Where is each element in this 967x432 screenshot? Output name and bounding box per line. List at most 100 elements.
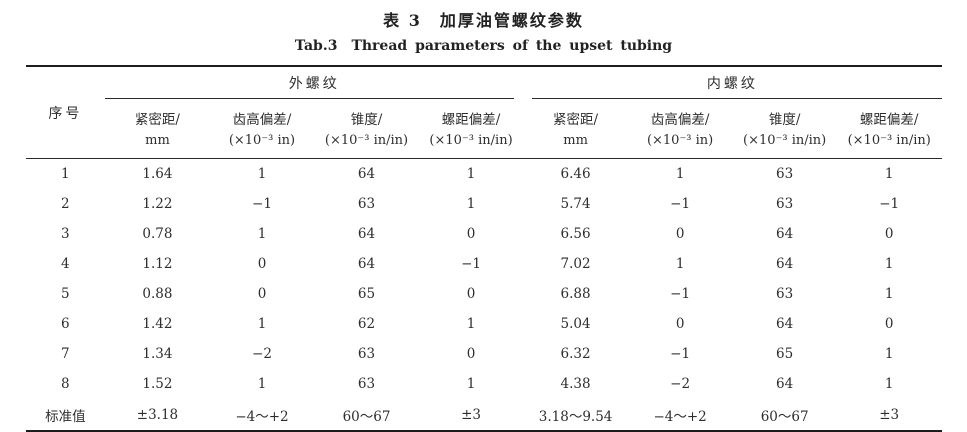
cell: 63: [776, 286, 794, 302]
group-underline-internal: [532, 98, 942, 99]
header-ext-tooth-height-dev: 齿高偏差/: [232, 112, 292, 128]
cell: 0: [675, 226, 685, 242]
unit-ext-tooth-height-dev: (×10⁻³ in): [228, 133, 296, 148]
group-underline-external: [105, 98, 515, 99]
row-label: 5: [61, 286, 70, 302]
header-int-standoff: 紧密距/: [553, 112, 599, 128]
cell: 1: [466, 166, 476, 182]
cell: −1: [670, 286, 691, 302]
header-seq: 序号: [48, 105, 83, 122]
cell: 1: [884, 286, 894, 302]
group-label-internal: 内螺纹: [706, 76, 758, 92]
cell: 63: [776, 166, 794, 182]
header-ext-pitch-dev: 螺距偏差/: [441, 112, 501, 128]
unit-int-taper: (×10⁻³ in/in): [743, 133, 827, 148]
cell: 0: [466, 286, 476, 302]
cell: 0: [884, 226, 894, 242]
header-int-taper: 锥度/: [768, 112, 801, 128]
cell: 1: [257, 316, 267, 332]
row-label: 1: [61, 166, 70, 182]
header-group-external-thread: 外螺纹: [105, 66, 523, 99]
cell: 1.34: [142, 346, 173, 362]
cell: ±3: [879, 406, 900, 423]
cell: 0: [466, 226, 476, 242]
cell: 64: [776, 226, 794, 242]
row-label: 7: [61, 346, 70, 362]
cell: 63: [357, 346, 376, 362]
cell: −1: [879, 196, 900, 212]
cell: 1.42: [142, 316, 173, 332]
cell: 1: [884, 256, 894, 272]
cell: 1: [884, 346, 894, 362]
cell: −1: [461, 256, 481, 272]
row-label: 6: [61, 316, 70, 332]
row-label: 4: [61, 256, 70, 272]
cell: 1.22: [142, 196, 173, 212]
cell: 6.46: [560, 166, 591, 182]
cell: 64: [357, 256, 376, 272]
cell: 1: [675, 256, 685, 272]
cell: 1: [257, 376, 267, 392]
unit-ext-taper: (×10⁻³ in/in): [324, 133, 409, 148]
row-label: 3: [61, 226, 70, 242]
table-row: 5 0.88 0 65 0 6.88 −1 63 1: [26, 279, 942, 309]
cell: −1: [670, 346, 691, 362]
cell: −4～+2: [653, 408, 707, 425]
cell: 64: [776, 316, 794, 332]
cell: 0: [884, 316, 894, 332]
cell: 1: [884, 376, 894, 392]
cell: 0.78: [142, 226, 173, 242]
table-row: 2 1.22 −1 63 1 5.74 −1 63 −1: [26, 189, 942, 219]
row-label: 2: [61, 196, 70, 212]
table-title-zh: 表 3 加厚油管螺纹参数: [383, 11, 584, 30]
cell: 1: [466, 316, 476, 332]
cell: 64: [776, 256, 794, 272]
table-title-en: Tab.3 Thread parameters of the upset tubi…: [0, 38, 967, 54]
row-label: 8: [61, 376, 70, 392]
table-body: 1 1.64 1 64 1 6.46 1 63 1 2 1.22 −1 63 1…: [26, 159, 942, 432]
cell: 1.52: [142, 376, 173, 392]
cell: 64: [776, 376, 794, 392]
parameters-table-wrap: 序号 外螺纹 内螺纹 紧密距/ 齿高偏差/ 锥度/ 螺距偏差/ 紧密距/ 齿高偏…: [25, 65, 942, 432]
header-int-pitch-dev: 螺距偏差/: [859, 112, 919, 128]
cell: −1: [252, 196, 272, 212]
cell: 1: [466, 376, 476, 392]
cell: 1: [466, 196, 476, 212]
cell: 63: [357, 196, 376, 212]
cell: 4.38: [560, 376, 591, 392]
cell: −1: [670, 196, 691, 212]
cell: 1: [884, 166, 894, 182]
cell: 0: [466, 346, 476, 362]
unit-ext-pitch-dev: (×10⁻³ in/in): [429, 133, 513, 148]
cell: −2: [252, 346, 272, 362]
cell: 1: [257, 166, 267, 182]
table-row: 4 1.12 0 64 −1 7.02 1 64 1: [26, 249, 942, 279]
group-label-external: 外螺纹: [288, 76, 340, 92]
cell: 63: [357, 376, 376, 392]
table-number-label: Tab.3: [294, 38, 338, 54]
cell: 0.88: [142, 286, 173, 302]
cell: 6.32: [560, 346, 591, 362]
table-row: 3 0.78 1 64 0 6.56 0 64 0: [26, 219, 942, 249]
cell: 62: [357, 316, 376, 332]
unit-int-standoff: mm: [563, 133, 588, 148]
cell: 64: [357, 226, 376, 242]
cell: 60～67: [342, 408, 391, 425]
cell: ±3.18: [136, 406, 179, 423]
header-int-tooth-height-dev: 齿高偏差/: [650, 112, 710, 128]
subheader-row-names: 紧密距/ 齿高偏差/ 锥度/ 螺距偏差/ 紧密距/ 齿高偏差/ 锥度/ 螺距偏差…: [26, 99, 942, 130]
cell: ±3: [461, 406, 481, 423]
cell: 1: [675, 166, 685, 182]
unit-int-tooth-height-dev: (×10⁻³ in): [646, 133, 714, 148]
cell: 6.56: [560, 226, 591, 242]
cell: 0: [257, 286, 267, 302]
header-group-internal-thread: 内螺纹: [523, 66, 942, 99]
table-row: 7 1.34 −2 63 0 6.32 −1 65 1: [26, 339, 942, 369]
cell: 63: [776, 196, 794, 212]
cell: 0: [675, 316, 685, 332]
unit-int-pitch-dev: (×10⁻³ in/in): [847, 133, 931, 148]
subheader-row-units: mm (×10⁻³ in) (×10⁻³ in/in) (×10⁻³ in/in…: [26, 130, 942, 159]
cell: 65: [357, 286, 376, 302]
cell: 1: [257, 226, 267, 242]
table-row: 1 1.64 1 64 1 6.46 1 63 1: [26, 159, 942, 190]
